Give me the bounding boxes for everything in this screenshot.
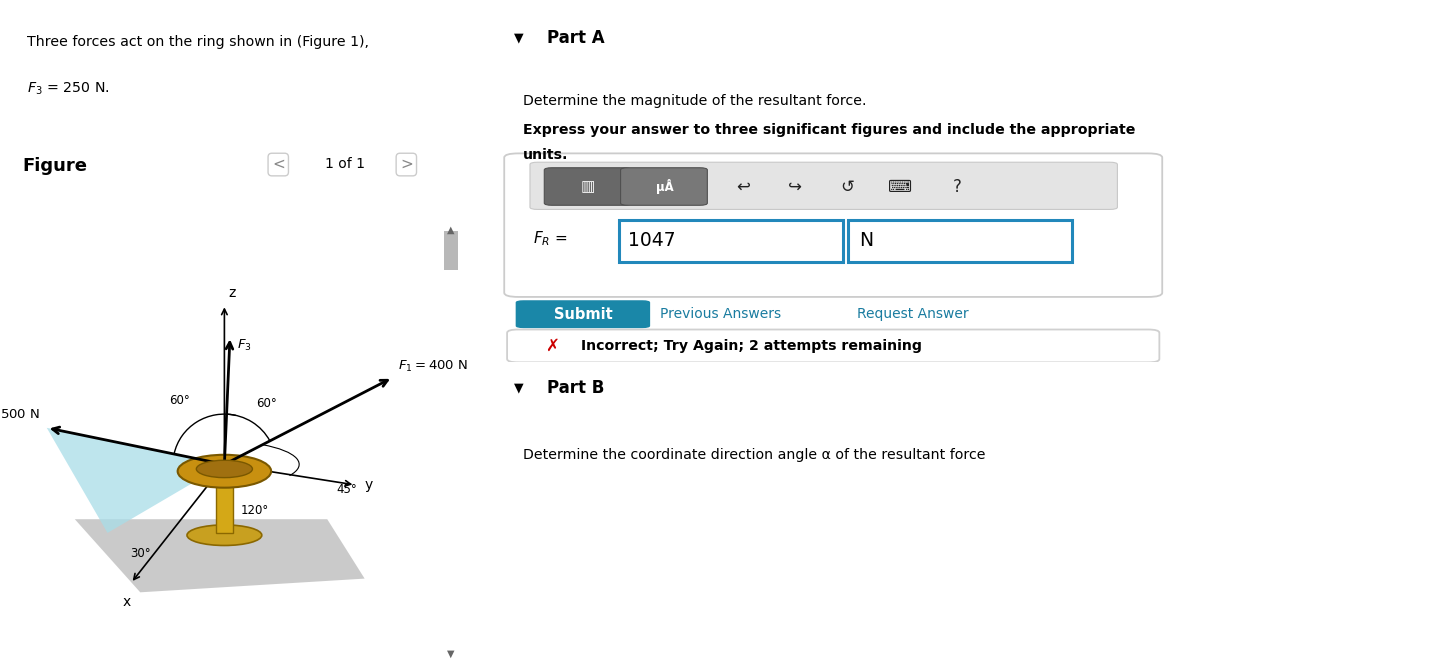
Text: Express your answer to three significant figures and include the appropriate: Express your answer to three significant… [523,123,1136,137]
Bar [618,220,843,263]
Text: ↺: ↺ [840,178,855,196]
Text: Incorrect; Try Again; 2 attempts remaining: Incorrect; Try Again; 2 attempts remaini… [581,339,922,353]
Bar [847,220,1071,263]
Text: ▲: ▲ [447,224,455,234]
Polygon shape [47,428,224,533]
Text: μÅ: μÅ [655,179,673,194]
Ellipse shape [196,460,252,478]
Text: 30°: 30° [130,547,151,560]
Text: Part A: Part A [548,29,605,47]
Text: Part B: Part B [548,379,605,397]
Text: ▼: ▼ [513,381,523,394]
Text: units.: units. [523,148,569,162]
Text: $F_2 = 500$ N: $F_2 = 500$ N [0,408,40,423]
Text: ↩: ↩ [736,178,750,196]
Text: z: z [228,286,235,300]
FancyBboxPatch shape [545,168,631,205]
Bar [217,485,232,533]
Text: Previous Answers: Previous Answers [660,308,780,322]
Text: Three forces act on the ring shown in (Figure 1),: Three forces act on the ring shown in (F… [26,35,369,49]
Text: Submit: Submit [554,307,612,322]
FancyBboxPatch shape [621,168,707,205]
Ellipse shape [178,455,271,488]
Text: x: x [122,594,130,608]
Text: ?: ? [952,178,962,196]
Text: Figure: Figure [22,157,87,175]
Text: $F_3$: $F_3$ [238,338,252,353]
Text: Determine the coordinate direction angle α of the resultant force: Determine the coordinate direction angle… [523,448,985,462]
Text: 120°: 120° [241,504,270,517]
Text: >: > [400,157,413,172]
FancyBboxPatch shape [508,330,1159,362]
Text: 60°: 60° [169,394,191,407]
Text: y: y [364,478,373,492]
Text: N: N [859,231,873,251]
Text: ✗: ✗ [545,337,559,355]
Ellipse shape [186,525,262,545]
FancyBboxPatch shape [516,300,650,328]
Text: $F_3$ = 250 N.: $F_3$ = 250 N. [26,80,109,97]
Bar [443,231,459,270]
Text: 1047: 1047 [628,231,675,251]
Text: 45°: 45° [337,483,357,496]
FancyBboxPatch shape [505,153,1162,297]
FancyBboxPatch shape [531,162,1117,210]
Text: Determine the magnitude of the resultant force.: Determine the magnitude of the resultant… [523,94,866,108]
Text: ▥: ▥ [581,179,595,194]
Text: $F_1 = 400$ N: $F_1 = 400$ N [399,359,469,374]
Text: Request Answer: Request Answer [858,308,969,322]
Text: ▼: ▼ [447,649,455,659]
Text: 1 of 1: 1 of 1 [324,157,364,171]
Text: ↪: ↪ [789,178,802,196]
Text: <: < [272,157,284,172]
Text: $F_R$ =: $F_R$ = [533,230,568,249]
Polygon shape [75,519,364,592]
Text: 60°: 60° [257,397,277,409]
Text: ⌨: ⌨ [888,178,912,196]
Text: ▼: ▼ [513,31,523,44]
